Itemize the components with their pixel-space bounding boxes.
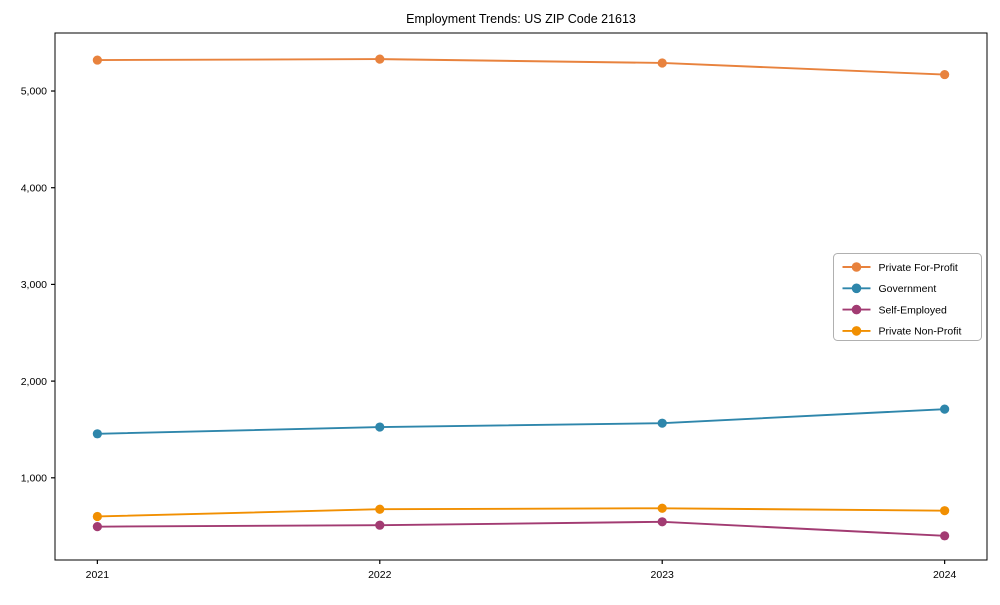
series-line-government bbox=[97, 408, 945, 435]
y-tick-label: 2,000 bbox=[21, 376, 47, 388]
legend-marker-icon bbox=[851, 262, 862, 272]
series-line-private-for-profit bbox=[97, 58, 945, 76]
data-point-self-employed-2024 bbox=[940, 531, 950, 541]
data-point-private-for-profit-2024 bbox=[940, 69, 950, 80]
chart-title: Employment Trends: US ZIP Code 21613 bbox=[406, 12, 636, 26]
data-point-self-employed-2023 bbox=[657, 517, 667, 527]
plot-border bbox=[54, 32, 988, 561]
data-point-government-2023 bbox=[657, 418, 667, 428]
x-tick-label: 2022 bbox=[368, 569, 392, 581]
x-tick-label: 2023 bbox=[651, 569, 675, 581]
data-point-private-for-profit-2023 bbox=[657, 58, 667, 68]
x-tick-label: 2021 bbox=[86, 569, 110, 581]
legend-marker-icon bbox=[851, 283, 862, 294]
y-tick-label: 4,000 bbox=[21, 182, 47, 194]
y-tick-label: 5,000 bbox=[21, 86, 47, 98]
data-point-self-employed-2022 bbox=[375, 520, 385, 530]
x-tick-label: 2024 bbox=[933, 569, 957, 581]
legend-label-private-non-profit: Private Non-Profit bbox=[879, 326, 962, 338]
data-point-government-2024 bbox=[940, 404, 950, 414]
series-line-private-non-profit bbox=[97, 507, 945, 518]
data-point-private-non-profit-2021 bbox=[92, 511, 102, 522]
legend-marker-icon bbox=[851, 326, 862, 336]
data-point-private-non-profit-2022 bbox=[375, 504, 385, 514]
data-point-private-non-profit-2023 bbox=[657, 503, 667, 513]
y-tick-label: 1,000 bbox=[21, 473, 47, 485]
data-point-private-for-profit-2021 bbox=[92, 55, 102, 65]
y-tick-label: 3,000 bbox=[21, 279, 47, 291]
legend-label-private-for-profit: Private For-Profit bbox=[879, 262, 958, 274]
legend-box bbox=[833, 253, 982, 341]
plot-area: 1,000 2,000 3,000 4,000 5,000 2021 2022 2023 202… bbox=[21, 32, 988, 581]
data-point-government-2021 bbox=[92, 429, 102, 439]
data-point-government-2022 bbox=[375, 422, 385, 432]
data-point-private-for-profit-2022 bbox=[375, 54, 385, 64]
data-point-private-non-profit-2024 bbox=[940, 506, 950, 516]
series-line-self-employed bbox=[97, 520, 945, 537]
legend-marker-icon bbox=[851, 304, 862, 315]
legend-label-government: Government bbox=[879, 283, 937, 295]
data-point-self-employed-2021 bbox=[92, 522, 102, 532]
legend-label-self-employed: Self-Employed bbox=[879, 304, 947, 316]
